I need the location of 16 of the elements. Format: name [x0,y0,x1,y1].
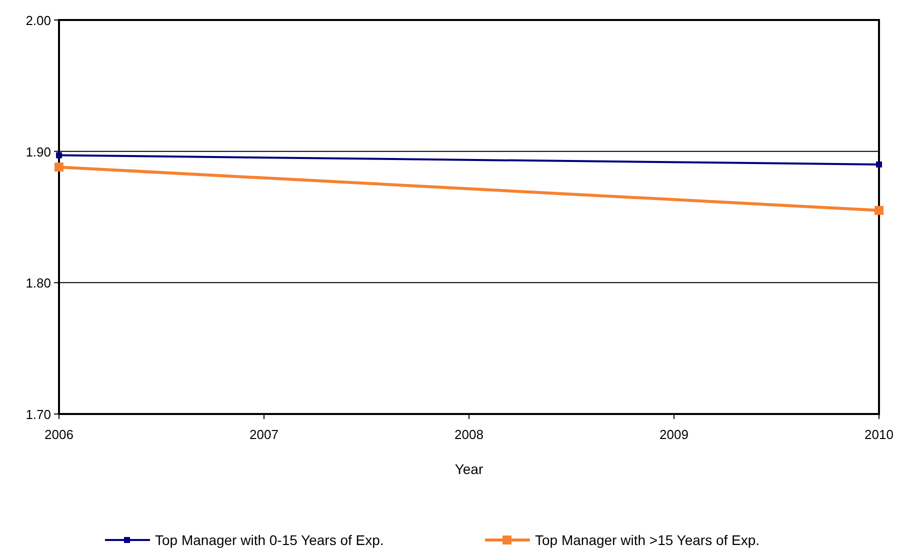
x-tick-label: 2009 [660,427,688,442]
point [876,161,882,168]
point [56,152,62,158]
y-tick-label: 1.80 [26,276,51,291]
y-tick-label: 1.90 [26,144,51,160]
y-tick-label: 2.00 [26,13,51,28]
x-tick-label: 2008 [454,427,484,442]
x-tick-label: 2006 [44,427,74,442]
legend-label: Top Manager with >15 Years of Exp. [535,532,760,548]
legend-label: Top Manager with 0-15 Years of Exp. [155,532,384,548]
x-axis-title: Year [454,461,484,477]
x-tick-label: 2010 [864,427,894,442]
x-tick-label: 2007 [250,427,278,442]
point [874,206,884,215]
y-tick-label: 1.70 [26,407,51,422]
point [54,162,64,172]
